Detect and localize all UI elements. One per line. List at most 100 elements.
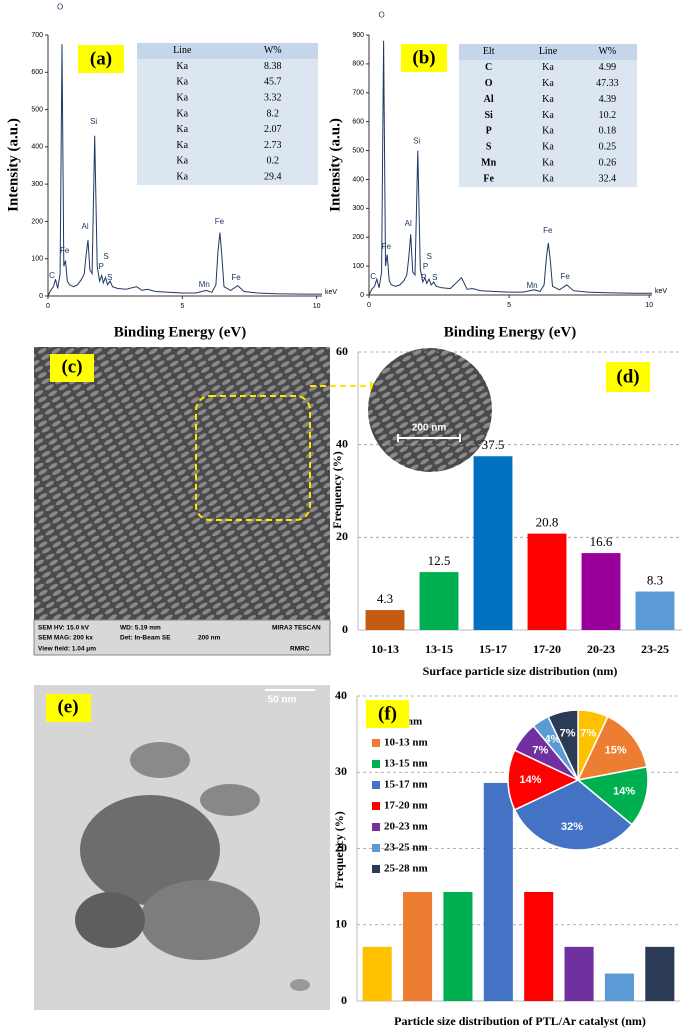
data-label: 8.3 [647, 573, 663, 588]
y-tick-label: 20 [335, 840, 347, 854]
table-cell: Ka [542, 62, 554, 73]
particle [130, 742, 190, 778]
table-cell: Al [484, 94, 494, 105]
peak-label: Fe [60, 246, 70, 255]
peak-label: C [49, 271, 55, 280]
sem-info: MIRA3 TESCAN [272, 625, 321, 632]
peak-label: S [432, 273, 437, 282]
x-tick-label: 0 [46, 303, 50, 310]
panel-label: (d) [616, 366, 639, 387]
y-tick-label: 0 [360, 292, 364, 299]
pie-slice [576, 715, 648, 782]
bar [604, 973, 634, 1001]
inset-image: 200 nm [368, 348, 492, 472]
y-tick-label: 10 [335, 917, 347, 931]
data-label: 4.3 [377, 591, 393, 606]
zoom-box [195, 395, 311, 521]
panel-label-box [50, 354, 94, 382]
particle [80, 795, 220, 905]
peak-label: Si [90, 117, 97, 126]
table-cell: 29.4 [264, 171, 282, 182]
legend-label: 15-17 nm [384, 779, 428, 791]
scale-label: 50 nm [268, 695, 297, 706]
y-tick-label: 40 [335, 688, 347, 702]
peak-label: S [107, 273, 112, 282]
x-tick-label: 0 [367, 302, 371, 309]
data-label: 16.6 [590, 534, 613, 549]
panel-label: (e) [57, 696, 78, 717]
table-cell: 45.7 [264, 77, 282, 88]
y-tick-label: 40 [336, 436, 348, 450]
particle [200, 784, 260, 816]
y-tick-label: 0 [39, 293, 43, 300]
y-tick-label: 200 [31, 218, 43, 225]
bar [581, 553, 621, 630]
peak-label: Mn [199, 280, 210, 289]
peak-label: P [423, 262, 428, 271]
x-tick-label: 10-13 [371, 642, 399, 656]
sem-info: RMRC [290, 646, 310, 653]
particle [75, 892, 145, 948]
x-tick-label: 17-20 [533, 642, 561, 656]
peak-label: Si [413, 136, 420, 145]
table-cell: 32.4 [599, 173, 617, 184]
panel-label: (a) [90, 48, 112, 69]
x-axis-title: Surface particle size distribution (nm) [423, 664, 618, 678]
y-tick-label: 200 [352, 234, 364, 241]
table-cell: Ka [176, 61, 188, 72]
legend-label: 20-23 nm [384, 821, 428, 833]
data-label: 37.5 [482, 437, 505, 452]
pie-slice [576, 766, 649, 826]
table-cell: Ka [542, 142, 554, 153]
table-header-cell: Line [173, 45, 192, 56]
peak-label: P [99, 262, 104, 271]
x-unit: keV [655, 288, 667, 295]
bar [362, 946, 392, 1001]
table-header-cell: Elt [483, 46, 495, 57]
table-cell: Ka [176, 171, 188, 182]
table-header [137, 43, 318, 59]
table-cell: 0.26 [599, 157, 617, 168]
table-cell: 10.2 [599, 110, 617, 121]
peak-label: S [427, 252, 432, 261]
table-cell: Ka [542, 157, 554, 168]
legend-swatch [372, 781, 380, 789]
y-tick-label: 20 [336, 529, 348, 543]
table-cell: Mn [481, 157, 496, 168]
x-tick-label: 5 [507, 302, 511, 309]
table-cell: 0.2 [267, 156, 280, 167]
table-cell: 8.38 [264, 61, 282, 72]
table-cell: Ka [176, 124, 188, 135]
table-header-cell: W% [264, 45, 282, 56]
table-cell: 2.73 [264, 140, 282, 151]
pie-slice [547, 709, 579, 781]
x-axis-title: Particle size distribution of PTL/Ar cat… [394, 1014, 646, 1028]
panel-label-box [78, 45, 124, 73]
legend-label: 17-20 nm [384, 800, 428, 812]
particle [290, 979, 310, 991]
sem-texture [34, 347, 330, 620]
table-cell: Ka [542, 78, 554, 89]
y-tick-label: 60 [336, 344, 348, 358]
legend-label: 25-28 nm [384, 863, 428, 875]
sem-info-bar [33, 619, 331, 656]
peak-label: P [421, 273, 426, 282]
peak-label: Fe [560, 272, 570, 281]
table-cell: Fe [483, 173, 494, 184]
panel-label-box [401, 44, 447, 72]
bar [473, 456, 513, 630]
table-cell: Ka [176, 77, 188, 88]
x-tick-label: 13-15 [425, 642, 453, 656]
bar [443, 891, 473, 1001]
peak-label: Fe [543, 226, 553, 235]
table-cell: 0.18 [599, 126, 617, 137]
peak-label: Fe [231, 273, 241, 282]
y-tick-label: 100 [352, 263, 364, 270]
sem-image: (c) SEM HV: 15.0 kV WD: 5.19 mm MIRA3 TE… [33, 347, 378, 656]
table-cell: Ka [542, 126, 554, 137]
peak-label: Mn [527, 281, 538, 290]
table-cell: Ka [542, 94, 554, 105]
table-cell: 47.33 [596, 78, 619, 89]
y-tick-label: 0 [341, 993, 347, 1007]
scale-label: 200 nm [412, 423, 447, 434]
